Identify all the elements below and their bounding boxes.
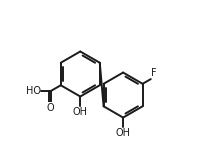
Text: OH: OH <box>73 107 87 117</box>
Text: HO: HO <box>26 86 40 96</box>
Text: O: O <box>46 103 54 113</box>
Text: OH: OH <box>115 128 130 138</box>
Text: F: F <box>151 68 156 78</box>
